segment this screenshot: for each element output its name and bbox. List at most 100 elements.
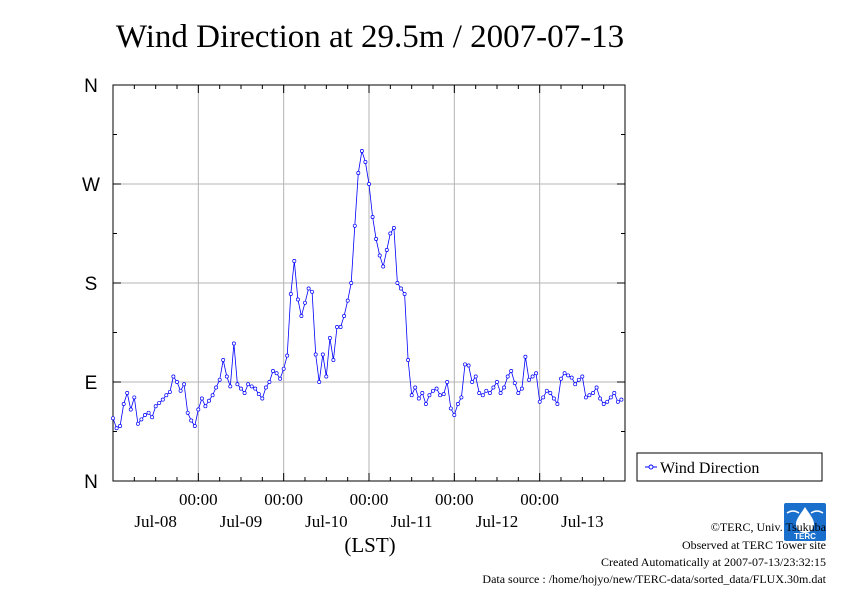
x-time-label: 00:00 [520,490,559,509]
data-point [612,391,617,395]
data-point [253,386,258,391]
data-point [580,374,585,379]
x-date-label: Jul-10 [305,512,348,531]
data-point [239,386,243,391]
wave-icon [810,510,824,514]
data-point [363,160,368,164]
data-point [274,371,279,376]
axis-ticks [113,84,625,482]
data-point [466,363,471,368]
data-point [423,402,428,406]
data-point [480,393,485,398]
data-point [128,407,133,412]
data-point [118,424,123,428]
terc-logo: TERC [784,503,826,541]
data-point [381,264,386,269]
data-point [224,374,229,379]
wave-icon [786,510,800,514]
data-point [487,391,492,395]
data-point [374,237,379,241]
data-point [395,281,400,285]
x-time-label: 00:00 [264,490,303,509]
data-point [438,393,443,398]
credit-source: Data source : /home/hojyo/new/TERC-data/… [482,572,826,586]
data-point [139,417,144,422]
data-point [210,393,215,398]
data-point [189,418,194,423]
data-point [598,396,603,401]
legend-label-wind-direction: Wind Direction [660,460,759,477]
data-point [143,413,147,417]
data-point [459,395,464,400]
data-point [498,391,503,395]
data-point [285,353,290,358]
data-point [491,385,496,390]
data-point [111,416,115,421]
data-point [384,248,389,252]
data-point [192,424,197,428]
data-point [352,223,357,228]
x-date-label: Jul-13 [561,512,604,531]
data-point [619,397,624,402]
data-point [576,377,581,382]
data-point [470,380,475,384]
data-point [452,413,457,417]
data-point [534,371,539,376]
x-date-tick-labels: Jul-08 Jul-09 Jul-10 Jul-11 Jul-12 Jul-13 [134,512,603,531]
data-point [530,374,535,379]
data-point [587,393,592,398]
data-point [349,281,354,285]
data-point [221,358,226,362]
data-point [338,325,343,329]
data-point [231,341,236,346]
data-point [569,375,574,380]
data-point [519,386,524,391]
data-point [448,406,453,411]
data-point [292,259,297,263]
data-point [214,385,219,390]
data-point [217,377,222,382]
data-point [249,384,254,389]
data-point [551,396,556,401]
data-point [271,369,275,373]
data-point [594,385,599,390]
data-point [473,374,478,379]
data-point [591,391,595,395]
data-point [573,382,578,387]
data-point [320,352,325,357]
data-point [160,397,165,402]
x-time-label: 00:00 [350,490,389,509]
x-date-label: Jul-11 [391,512,433,531]
data-point [541,395,546,400]
series-line [112,150,622,429]
data-point [164,393,169,398]
data-point [416,396,421,401]
data-point [388,231,393,236]
data-point [242,391,247,395]
data-point [566,373,571,378]
data-point [150,415,155,420]
data-point [484,388,489,393]
legend: Wind Direction [636,452,823,482]
data-point [615,399,620,404]
data-point [306,286,311,291]
data-point [185,410,190,415]
x-date-label: Jul-12 [476,512,519,531]
data-point [281,366,286,371]
data-point [182,382,187,387]
data-point [178,388,183,393]
data-point [562,371,567,376]
data-point [509,369,514,373]
x-time-label: 00:00 [435,490,474,509]
data-point [331,358,336,362]
data-point [406,358,411,362]
data-point [228,384,233,389]
data-point [583,395,588,400]
data-point [335,325,339,329]
data-point [527,377,531,382]
data-point [441,392,446,397]
data-point [246,382,251,387]
x-date-label: Jul-09 [220,512,263,531]
data-point [303,300,307,305]
data-point [523,354,528,359]
